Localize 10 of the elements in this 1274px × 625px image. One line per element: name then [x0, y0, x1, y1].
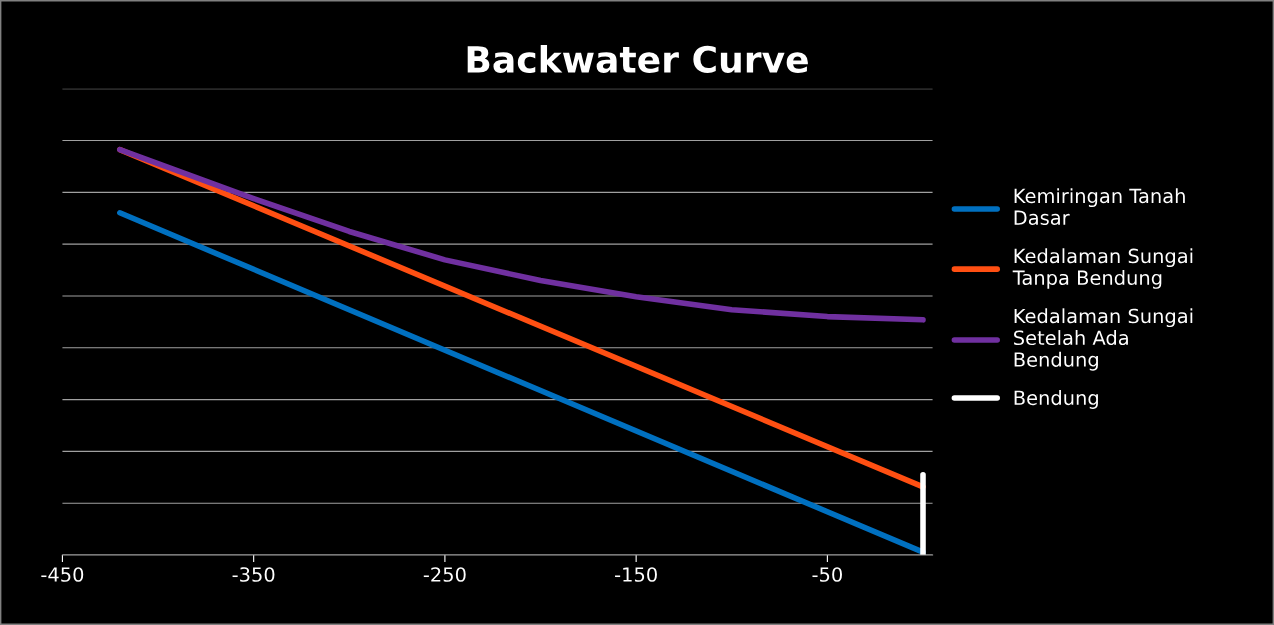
legend-label: Bendung [1014, 390, 1098, 409]
x-tick-label: -250 [423, 567, 466, 582]
legend-label: Kedalaman Sungai Tanpa Bendung [1012, 248, 1193, 289]
x-tick-label: -150 [615, 567, 657, 582]
chart-title: Backwater Curve [467, 45, 808, 73]
x-tick-label: -450 [41, 567, 84, 582]
legend-label: Kemiringan Tanah Dasar [1014, 188, 1185, 226]
legend-label: Kedalaman Sungai Setelah Ada Bendung [1014, 308, 1193, 371]
x-tick-label: -350 [232, 567, 275, 582]
x-tick-label: -50 [812, 567, 842, 582]
